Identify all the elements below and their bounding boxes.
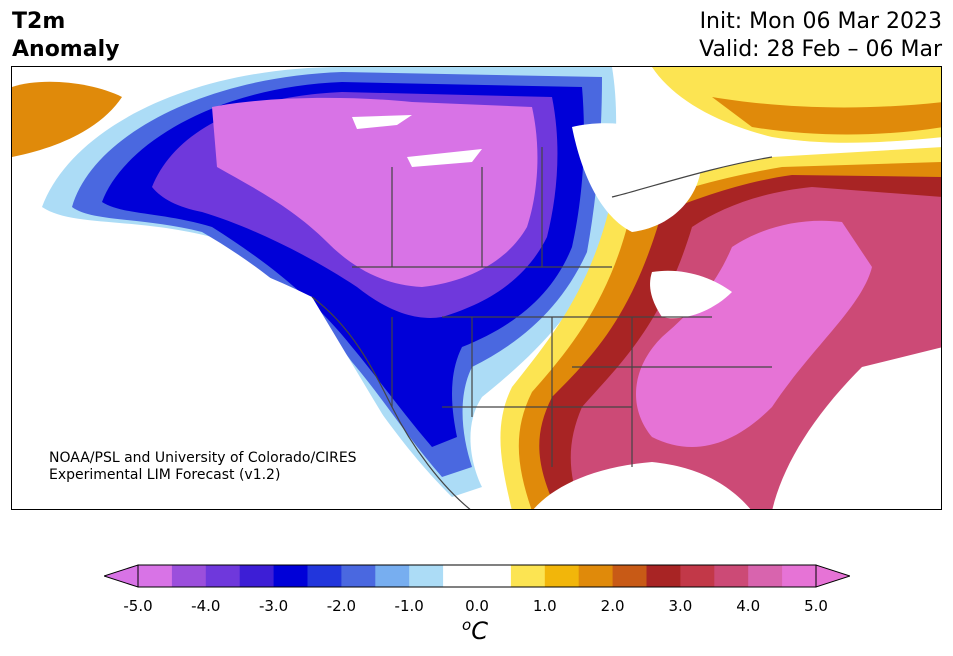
colorbar-tick-label: -3.0 — [258, 597, 289, 615]
valid-date: Valid: 28 Feb – 06 Mar — [699, 37, 942, 62]
warm-core — [635, 220, 872, 447]
colorbar-tick-label: 1.0 — [532, 597, 557, 615]
colorbar-cell — [341, 565, 376, 587]
colorbar-cell — [477, 565, 512, 587]
colorbar-cell — [307, 565, 342, 587]
colorbar-cell — [273, 565, 308, 587]
colorbar-under-arrow — [104, 564, 139, 588]
colorbar-cell — [171, 565, 207, 587]
great-slave-lake — [352, 115, 412, 129]
colorbar-cell — [409, 565, 444, 587]
colorbar-tick-label: 5.0 — [804, 597, 828, 615]
colorbar-cell — [646, 565, 681, 587]
lake-winnipeg — [407, 149, 482, 167]
colorbar-tick-label: -2.0 — [326, 597, 357, 615]
map-panel — [11, 66, 942, 510]
colorbar-cell — [205, 565, 241, 587]
map-title: T2m Anomaly — [12, 8, 119, 64]
great-lakes — [650, 270, 732, 319]
hudson-bay — [572, 123, 702, 232]
colorbar-tick-label: 4.0 — [736, 597, 761, 615]
colorbar — [104, 564, 850, 588]
colorbar-frame — [137, 564, 817, 588]
title-line-2: Anomaly — [12, 37, 120, 62]
colorbar-tick-label: 0.0 — [465, 597, 489, 615]
date-info: Init: Mon 06 Mar 2023 Valid: 28 Feb – 06… — [699, 8, 942, 64]
atlantic-ocean — [772, 347, 941, 509]
colorbar-cell — [544, 565, 580, 587]
anomaly-map — [12, 67, 941, 509]
colorbar-cell — [443, 565, 478, 587]
colorbar-cell — [239, 565, 275, 587]
colorbar-cell — [375, 565, 410, 587]
colorbar-tick-label: 2.0 — [600, 597, 625, 615]
arctic-warm-orange — [712, 97, 941, 135]
colorbar-tick-label: -1.0 — [394, 597, 424, 615]
cold-core — [212, 97, 538, 287]
colorbar-tick-label: -4.0 — [191, 597, 221, 615]
gulf-of-mexico — [533, 462, 751, 509]
unit-base: C — [471, 617, 488, 645]
colorbar-cell — [714, 565, 749, 587]
credit-line-2: Experimental LIM Forecast (v1.2) — [49, 467, 281, 483]
colorbar-unit: oC — [462, 616, 488, 645]
colorbar-cell — [748, 565, 783, 587]
colorbar-tick-label: 3.0 — [668, 597, 693, 615]
colorbar-cell — [612, 565, 647, 587]
unit-superscript: o — [462, 616, 472, 634]
colorbar-cell — [138, 565, 173, 587]
colorbar-cell — [782, 565, 817, 587]
alaska-warm — [12, 81, 122, 157]
colorbar-cell — [510, 565, 546, 587]
country-borders — [311, 147, 773, 509]
colorbar-tick-label: -5.0 — [123, 597, 153, 615]
credit-line-1: NOAA/PSL and University of Colorado/CIRE… — [49, 450, 357, 466]
colorbar-over-arrow — [815, 564, 850, 588]
credit-text: NOAA/PSL and University of Colorado/CIRE… — [49, 450, 357, 484]
pacific-ocean — [12, 217, 451, 509]
colorbar-cell — [680, 565, 715, 587]
init-date: Init: Mon 06 Mar 2023 — [699, 9, 942, 34]
title-line-1: T2m — [12, 9, 66, 34]
colorbar-cell — [578, 565, 614, 587]
